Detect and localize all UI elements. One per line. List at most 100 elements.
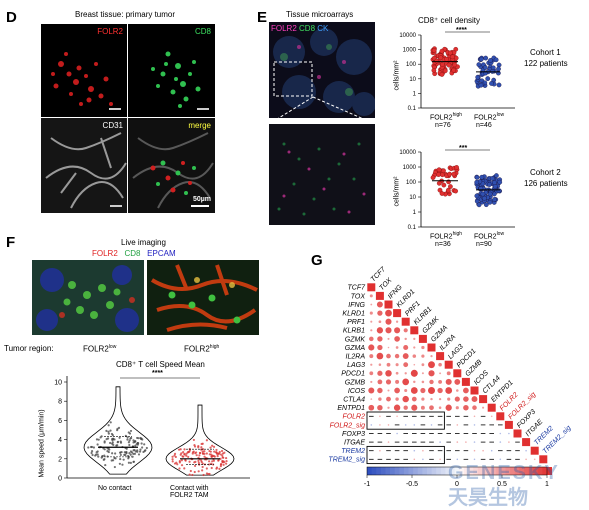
violin-point: [103, 441, 106, 444]
diag-label: TOX: [378, 277, 393, 292]
low-point: [496, 180, 502, 186]
low-point: [479, 55, 484, 61]
low-point: [491, 175, 497, 180]
violin-point: [124, 446, 127, 450]
violin-point: [140, 442, 143, 445]
violin-point: [217, 458, 220, 462]
high-point: [442, 191, 448, 197]
low-point: [486, 179, 492, 185]
low-point: [491, 200, 497, 205]
correlation-circle: [471, 396, 478, 403]
high-point: [451, 171, 457, 177]
violin-point: [96, 443, 99, 446]
speed-x-cat-2: Contact with FOLR2 TAM: [170, 485, 209, 499]
low-point: [483, 187, 489, 193]
correlation-circle: [386, 396, 391, 402]
diag-cell: [393, 309, 402, 318]
violin-point: [130, 436, 133, 440]
violin-point: [209, 446, 212, 449]
violin-point: [139, 437, 143, 440]
speed-chart-title: CD8⁺ T cell Speed Mean: [116, 360, 205, 369]
correlation-circle: [463, 387, 469, 394]
row-label: IFNG: [348, 302, 365, 309]
violin-point: [101, 455, 104, 458]
violin-point: [113, 465, 116, 469]
cohort2-n-low: n=90: [476, 241, 492, 248]
cohort1-ylabel: cells/mm²: [393, 60, 401, 91]
violin-point: [117, 426, 121, 429]
violin-point: [201, 450, 204, 453]
colorbar-segment: [390, 467, 396, 475]
low-point: [477, 56, 483, 62]
correlation-circle: [387, 389, 390, 392]
violin-point: [111, 437, 115, 440]
low-point: [482, 193, 488, 199]
low-point: [475, 193, 481, 198]
correlation-circle: [402, 353, 409, 360]
low-point: [474, 193, 480, 199]
tile-cd8: CD8: [128, 24, 215, 117]
low-point: [494, 188, 500, 194]
correlation-labels: TCF7TCF7TOXTOXIFNGIFNGKLRD1KLRD1PRF1PRF1…: [328, 265, 572, 463]
correlation-circle: [473, 415, 476, 418]
violin-point: [111, 441, 114, 444]
low-point: [476, 195, 482, 201]
low-point: [487, 191, 493, 197]
diag-cell: [504, 420, 513, 429]
correlation-circle: [396, 415, 398, 418]
high-point: [431, 64, 437, 70]
panel-f-channels: FOLR2 CD8 EPCAM: [92, 249, 176, 258]
low-point: [478, 190, 484, 196]
violin-point: [102, 458, 105, 461]
low-point: [484, 194, 490, 200]
low-point: [477, 179, 483, 185]
colorbar-segment: [403, 467, 409, 475]
low-point: [488, 189, 493, 195]
violin-point: [225, 456, 228, 460]
low-point: [487, 64, 493, 70]
violin-point: [208, 449, 211, 453]
cohort1-y-ticks: 10000 1000 100 10 1 0.1: [399, 33, 421, 112]
low-point: [479, 175, 485, 181]
diag-cell: [461, 377, 470, 386]
violin-point: [127, 457, 130, 460]
low-point: [482, 195, 487, 201]
violin-point: [187, 450, 190, 454]
low-point: [474, 174, 480, 180]
violin-point: [171, 460, 174, 463]
violin-point: [127, 431, 130, 434]
correlation-circle: [438, 362, 442, 367]
low-point: [478, 186, 483, 191]
low-point: [488, 194, 493, 199]
folr2-highlight-box: [366, 411, 445, 430]
low-point: [489, 81, 494, 86]
speed-tick-label: 8: [58, 399, 62, 406]
low-point: [488, 189, 494, 195]
high-point: [438, 67, 443, 72]
violin-point: [221, 459, 224, 463]
colorbar-segment: [436, 467, 442, 475]
violin-point: [131, 445, 135, 449]
correlation-circle: [482, 406, 485, 409]
correlation-circle: [386, 353, 391, 359]
low-point: [489, 176, 495, 181]
low-point: [476, 202, 482, 208]
high-point: [454, 165, 459, 170]
diag-label: PRF1: [404, 300, 422, 318]
high-point: [432, 71, 438, 77]
correlation-circle: [438, 406, 442, 409]
violin-point: [222, 463, 225, 466]
speed-tick-label: 6: [58, 418, 62, 425]
violin-point: [193, 461, 196, 464]
violin-point: [129, 453, 132, 456]
violin-point: [213, 450, 216, 453]
violin-point: [215, 451, 218, 454]
violin-point: [101, 454, 104, 458]
violin-point: [131, 455, 134, 458]
high-point: [436, 180, 442, 186]
low-point: [475, 80, 481, 86]
low-point: [492, 186, 497, 192]
violin-point: [94, 454, 97, 457]
high-point: [432, 64, 438, 70]
panel-e-title: Tissue microarrays: [286, 10, 354, 19]
